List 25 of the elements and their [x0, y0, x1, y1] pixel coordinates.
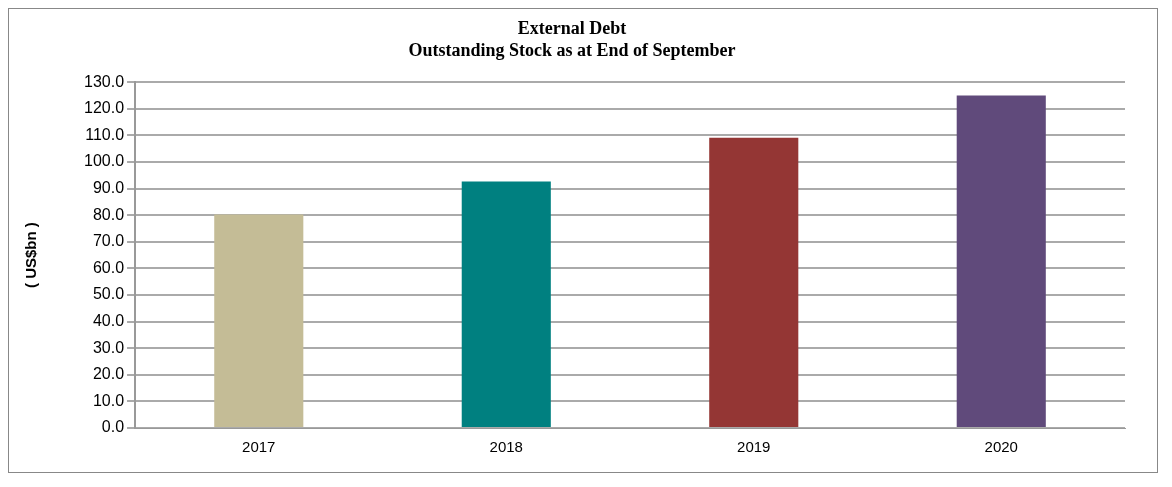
- y-tick-label: 50.0: [92, 285, 125, 303]
- bar: [461, 181, 551, 427]
- y-tick-label: 90.0: [92, 179, 125, 197]
- y-tick-label: 0.0: [101, 418, 125, 436]
- y-tick-label: 110.0: [85, 125, 125, 143]
- y-tick-label: 80.0: [92, 205, 125, 223]
- y-tick-label: 20.0: [92, 365, 125, 383]
- y-tick-label: 130.0: [83, 72, 125, 90]
- y-tick-label: 30.0: [92, 338, 125, 356]
- bar: [956, 95, 1046, 427]
- y-axis-title: ( US$bn ): [22, 222, 40, 289]
- y-tick-label: 120.0: [83, 99, 125, 117]
- text: Outstanding Stock as at End of September: [408, 40, 736, 61]
- x-tick-label: 2017: [242, 438, 276, 456]
- x-tick-label: 2019: [737, 438, 771, 456]
- bar: [214, 214, 304, 427]
- x-tick-label: 2018: [489, 438, 523, 456]
- text: External Debt: [517, 18, 627, 39]
- x-tick-label: 2020: [984, 438, 1018, 456]
- y-tick-label: 100.0: [83, 152, 125, 170]
- y-tick-label: 10.0: [92, 391, 125, 409]
- y-tick-label: 60.0: [92, 258, 125, 276]
- y-tick-label: 40.0: [92, 312, 125, 330]
- y-tick-label: 70.0: [92, 232, 125, 250]
- bar: [709, 137, 799, 427]
